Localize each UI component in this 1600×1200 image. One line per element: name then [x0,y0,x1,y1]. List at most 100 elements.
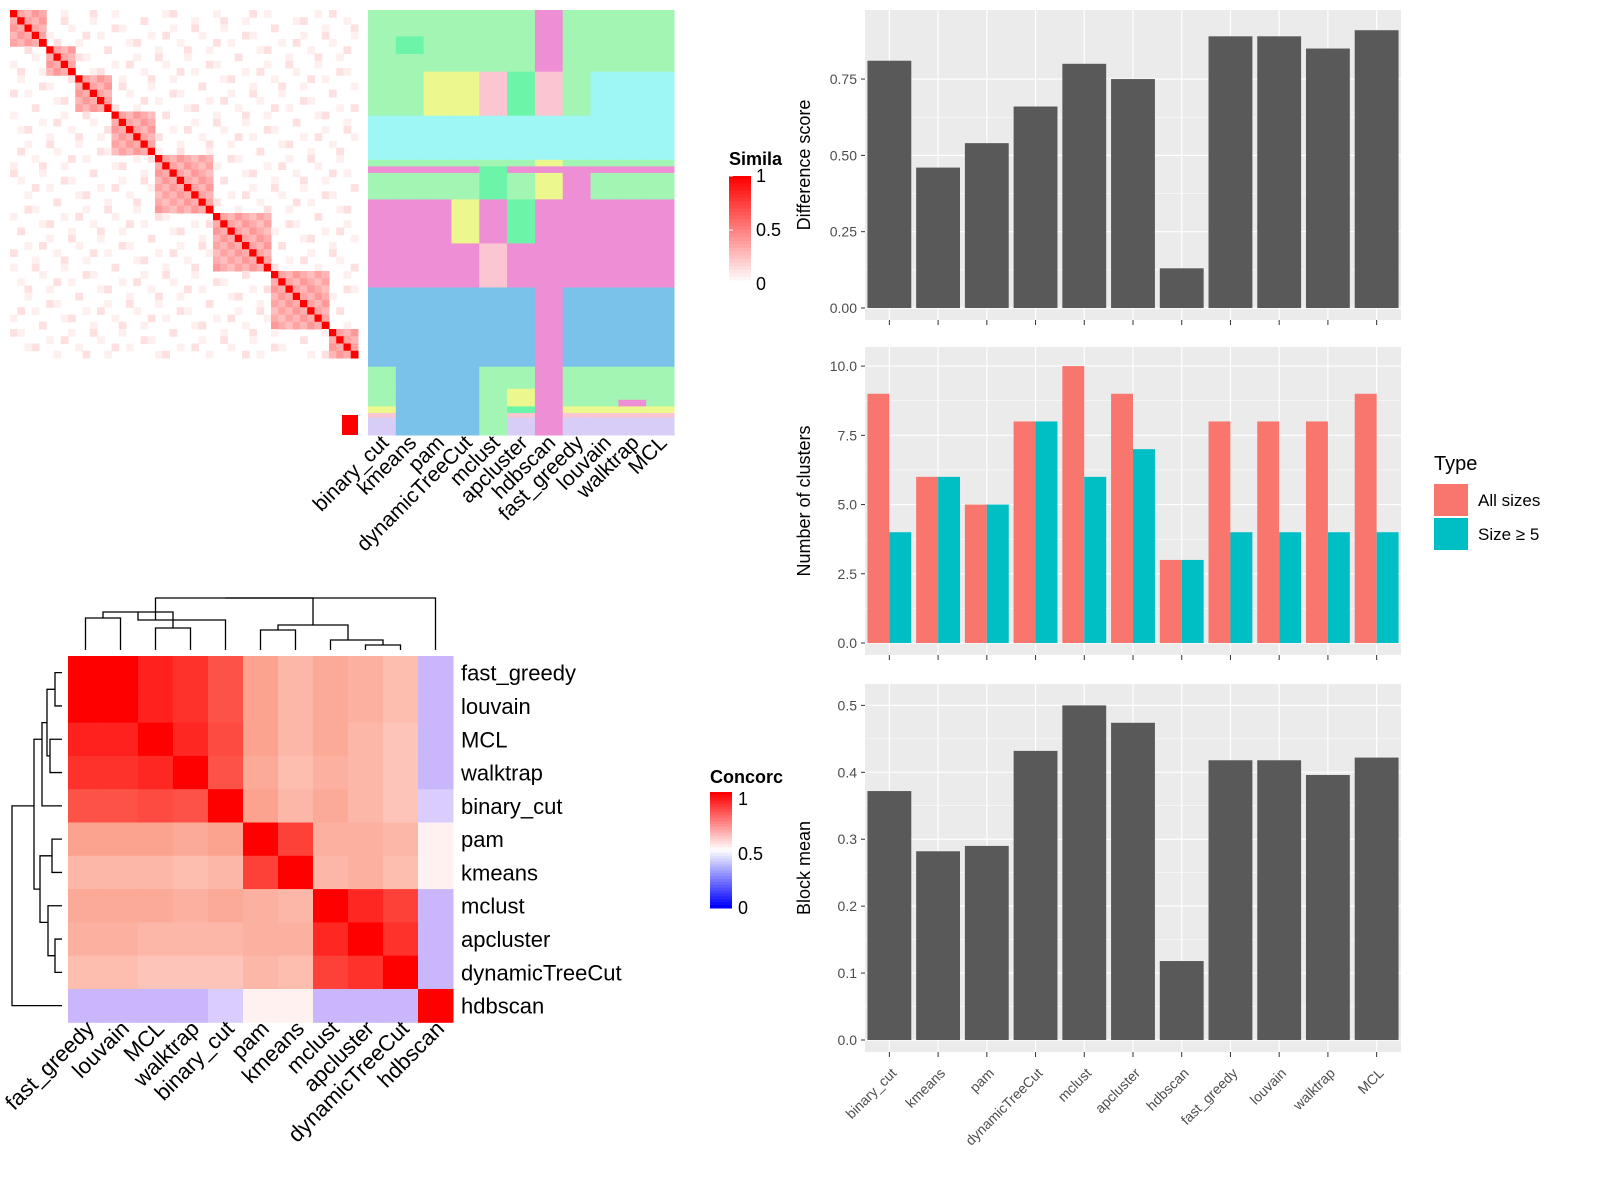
bar-all-sizes [867,393,890,643]
annotation-cell [646,243,675,288]
similarity-cell [31,31,40,40]
concordance-cell [173,989,209,1023]
similarity-cell [329,336,337,344]
annotation-cell [534,10,564,37]
bar-size-ge5 [1327,532,1350,643]
similarity-cell [227,155,236,163]
similarity-cell [321,285,330,294]
annotation-cell [368,417,397,436]
y-tick-label: 0.0 [838,1032,858,1048]
annotation-cell [590,388,619,401]
annotation-cell [423,36,452,55]
similarity-cell [24,89,33,98]
similarity-cell [184,169,192,178]
similarity-cell [271,278,279,286]
similarity-cell [191,104,199,112]
similarity-cell [176,169,185,178]
y-tick-label: 0.0 [838,635,858,651]
annotation-cell [423,287,452,368]
similarity-cell [140,133,149,141]
annotation-cell [395,417,425,436]
annotation-cell [618,166,647,174]
similarity-cell [176,176,185,185]
concordance-column-dendrogram [225,597,437,650]
bar [964,845,1009,1040]
similarity-cell [24,39,33,47]
concordance-cell [68,922,104,957]
concordance-cell [418,656,454,690]
annotation-cell [507,417,536,436]
similarity-cell [111,162,120,170]
type-legend-swatch-all-sizes [1434,484,1468,516]
similarity-cell [147,111,156,120]
similarity-cell [213,10,221,18]
similarity-cell [17,31,25,40]
similarity-cell [133,126,141,134]
similarity-cell [46,46,54,54]
concordance-legend-gradient [710,838,732,842]
similarity-cell [162,176,170,185]
similarity-cell [184,205,192,214]
concordance-cell [348,689,384,724]
similarity-cell [111,263,120,272]
concordance-cell [418,955,454,990]
similarity-cell [126,133,134,141]
similarity-cell [191,155,199,163]
similarity-cell [126,126,134,134]
similarity-cell [97,234,105,243]
similarity-cell [300,176,308,185]
similarity-cell [155,191,163,199]
y-tick-label: 0.3 [838,831,858,847]
similarity-cell [46,133,54,141]
similarity-cell [213,118,221,127]
similarity-cell [285,220,294,228]
similarity-cell [321,300,330,308]
number-of-clusters-chart: 0.0 2.5 5.0 7.5 10.0 Number of clusters [794,347,1401,660]
similarity-cell [227,227,236,236]
similarity-cell [307,97,315,105]
annotation-cell [423,172,452,200]
similarity-cell [242,31,250,40]
similarity-cell [256,263,265,272]
similarity-cell [234,234,243,243]
similarity-cell [220,256,228,265]
concordance-cell [68,789,104,823]
similarity-cell [17,10,25,18]
concordance-legend-gradient [710,792,732,796]
similarity-cell [89,249,98,257]
similarity-cell [227,220,236,228]
similarity-cell [307,285,315,294]
similarity-cell [256,256,265,265]
annotation-cell [423,54,452,73]
bar-all-sizes [1354,393,1377,643]
similarity-cell [75,242,83,250]
similarity-cell [24,46,33,54]
bar-all-sizes [1062,366,1085,643]
annotation-cell [646,388,675,401]
similarity-cell [227,89,236,98]
concordance-legend-gradient [710,905,732,909]
concordance-legend-gradient [710,876,732,880]
similarity-cell [31,104,40,112]
similarity-cell [39,39,47,47]
concordance-cell [208,789,244,823]
similarity-cell [249,184,257,192]
y-tick-label: 0.1 [838,965,858,981]
similarity-cell [350,263,359,272]
bar-all-sizes [1257,421,1280,643]
concordance-legend-gradient [710,902,732,906]
annotation-cell [368,115,397,161]
similarity-cell [68,126,76,134]
concordance-cell [243,955,279,990]
similarity-cell [205,140,214,149]
y-tick-label: 0.50 [830,147,857,163]
similarity-cell [220,75,228,83]
similarity-cell [75,191,83,199]
similarity-cell [17,39,25,47]
similarity-cell [10,39,18,47]
similarity-cell [169,155,178,163]
concordance-cell [418,689,454,724]
similarity-cell [104,75,112,83]
similarity-cell [256,213,265,221]
